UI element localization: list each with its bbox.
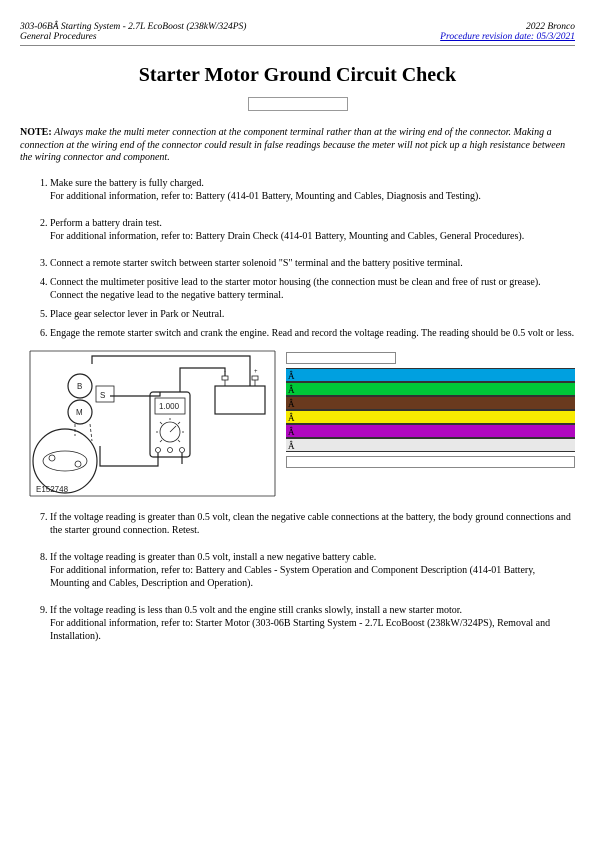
step-2: Perform a battery drain test. For additi… (50, 217, 575, 243)
label-m: M (76, 408, 83, 417)
revision-date-link[interactable]: Procedure revision date: 05/3/2021 (440, 32, 575, 42)
legend-bar: Â (286, 410, 575, 424)
step-8: If the voltage reading is greater than 0… (50, 551, 575, 590)
svg-text:+: + (254, 369, 258, 375)
step-6-text: Engage the remote starter switch and cra… (50, 328, 574, 339)
note-block: NOTE: Always make the multi meter connec… (20, 127, 575, 165)
step-9: If the voltage reading is less than 0.5 … (50, 604, 575, 643)
legend-bar: Â (286, 368, 575, 382)
header-left-1: 303-06BÂ Starting System - 2.7L EcoBoost… (20, 22, 246, 32)
step-8-text: If the voltage reading is greater than 0… (50, 552, 376, 563)
page-title: Starter Motor Ground Circuit Check (20, 64, 575, 87)
legend-bottom-box (286, 456, 575, 468)
title-placeholder-box (248, 97, 348, 111)
step-9-text: If the voltage reading is less than 0.5 … (50, 605, 462, 616)
legend-bars: ÂÂÂÂÂÂ (286, 368, 575, 452)
diagram-ref: E152748 (36, 485, 69, 494)
label-s: S (100, 391, 105, 400)
step-1-text: Make sure the battery is fully charged. (50, 178, 204, 189)
step-2-extra: For additional information, refer to: Ba… (50, 231, 524, 242)
step-3-text: Connect a remote starter switch between … (50, 258, 463, 269)
label-b: B (77, 382, 82, 391)
legend-bar: Â (286, 382, 575, 396)
step-7-text: If the voltage reading is greater than 0… (50, 512, 571, 536)
step-1-extra: For additional information, refer to: Ba… (50, 191, 481, 202)
step-4-text: Connect the multimeter positive lead to … (50, 277, 541, 301)
step-5-text: Place gear selector lever in Park or Neu… (50, 309, 224, 320)
step-6: Engage the remote starter switch and cra… (50, 327, 575, 340)
steps-list-2: If the voltage reading is greater than 0… (20, 511, 575, 643)
step-2-text: Perform a battery drain test. (50, 218, 162, 229)
meter-reading: 1.000 (159, 402, 180, 411)
step-8-extra: For additional information, refer to: Ba… (50, 565, 535, 589)
steps-list-1: Make sure the battery is fully charged. … (20, 177, 575, 340)
step-3: Connect a remote starter switch between … (50, 257, 575, 270)
step-1: Make sure the battery is fully charged. … (50, 177, 575, 203)
step-9-extra: For additional information, refer to: St… (50, 618, 550, 642)
legend-bar: Â (286, 396, 575, 410)
note-body: Always make the multi meter connection a… (20, 127, 565, 163)
diagram-row: - + S B M 1.000 (20, 346, 575, 501)
note-label: NOTE: (20, 127, 52, 138)
step-7: If the voltage reading is greater than 0… (50, 511, 575, 537)
legend-top-box (286, 352, 396, 364)
legend-bar: Â (286, 438, 575, 452)
step-5: Place gear selector lever in Park or Neu… (50, 308, 575, 321)
circuit-diagram: - + S B M 1.000 (20, 346, 280, 501)
step-4: Connect the multimeter positive lead to … (50, 276, 575, 302)
legend-column: ÂÂÂÂÂÂ (286, 346, 575, 468)
header-right-1: 2022 Bronco (440, 22, 575, 32)
legend-bar: Â (286, 424, 575, 438)
page-header: 303-06BÂ Starting System - 2.7L EcoBoost… (20, 22, 575, 46)
header-left-2: General Procedures (20, 32, 246, 42)
